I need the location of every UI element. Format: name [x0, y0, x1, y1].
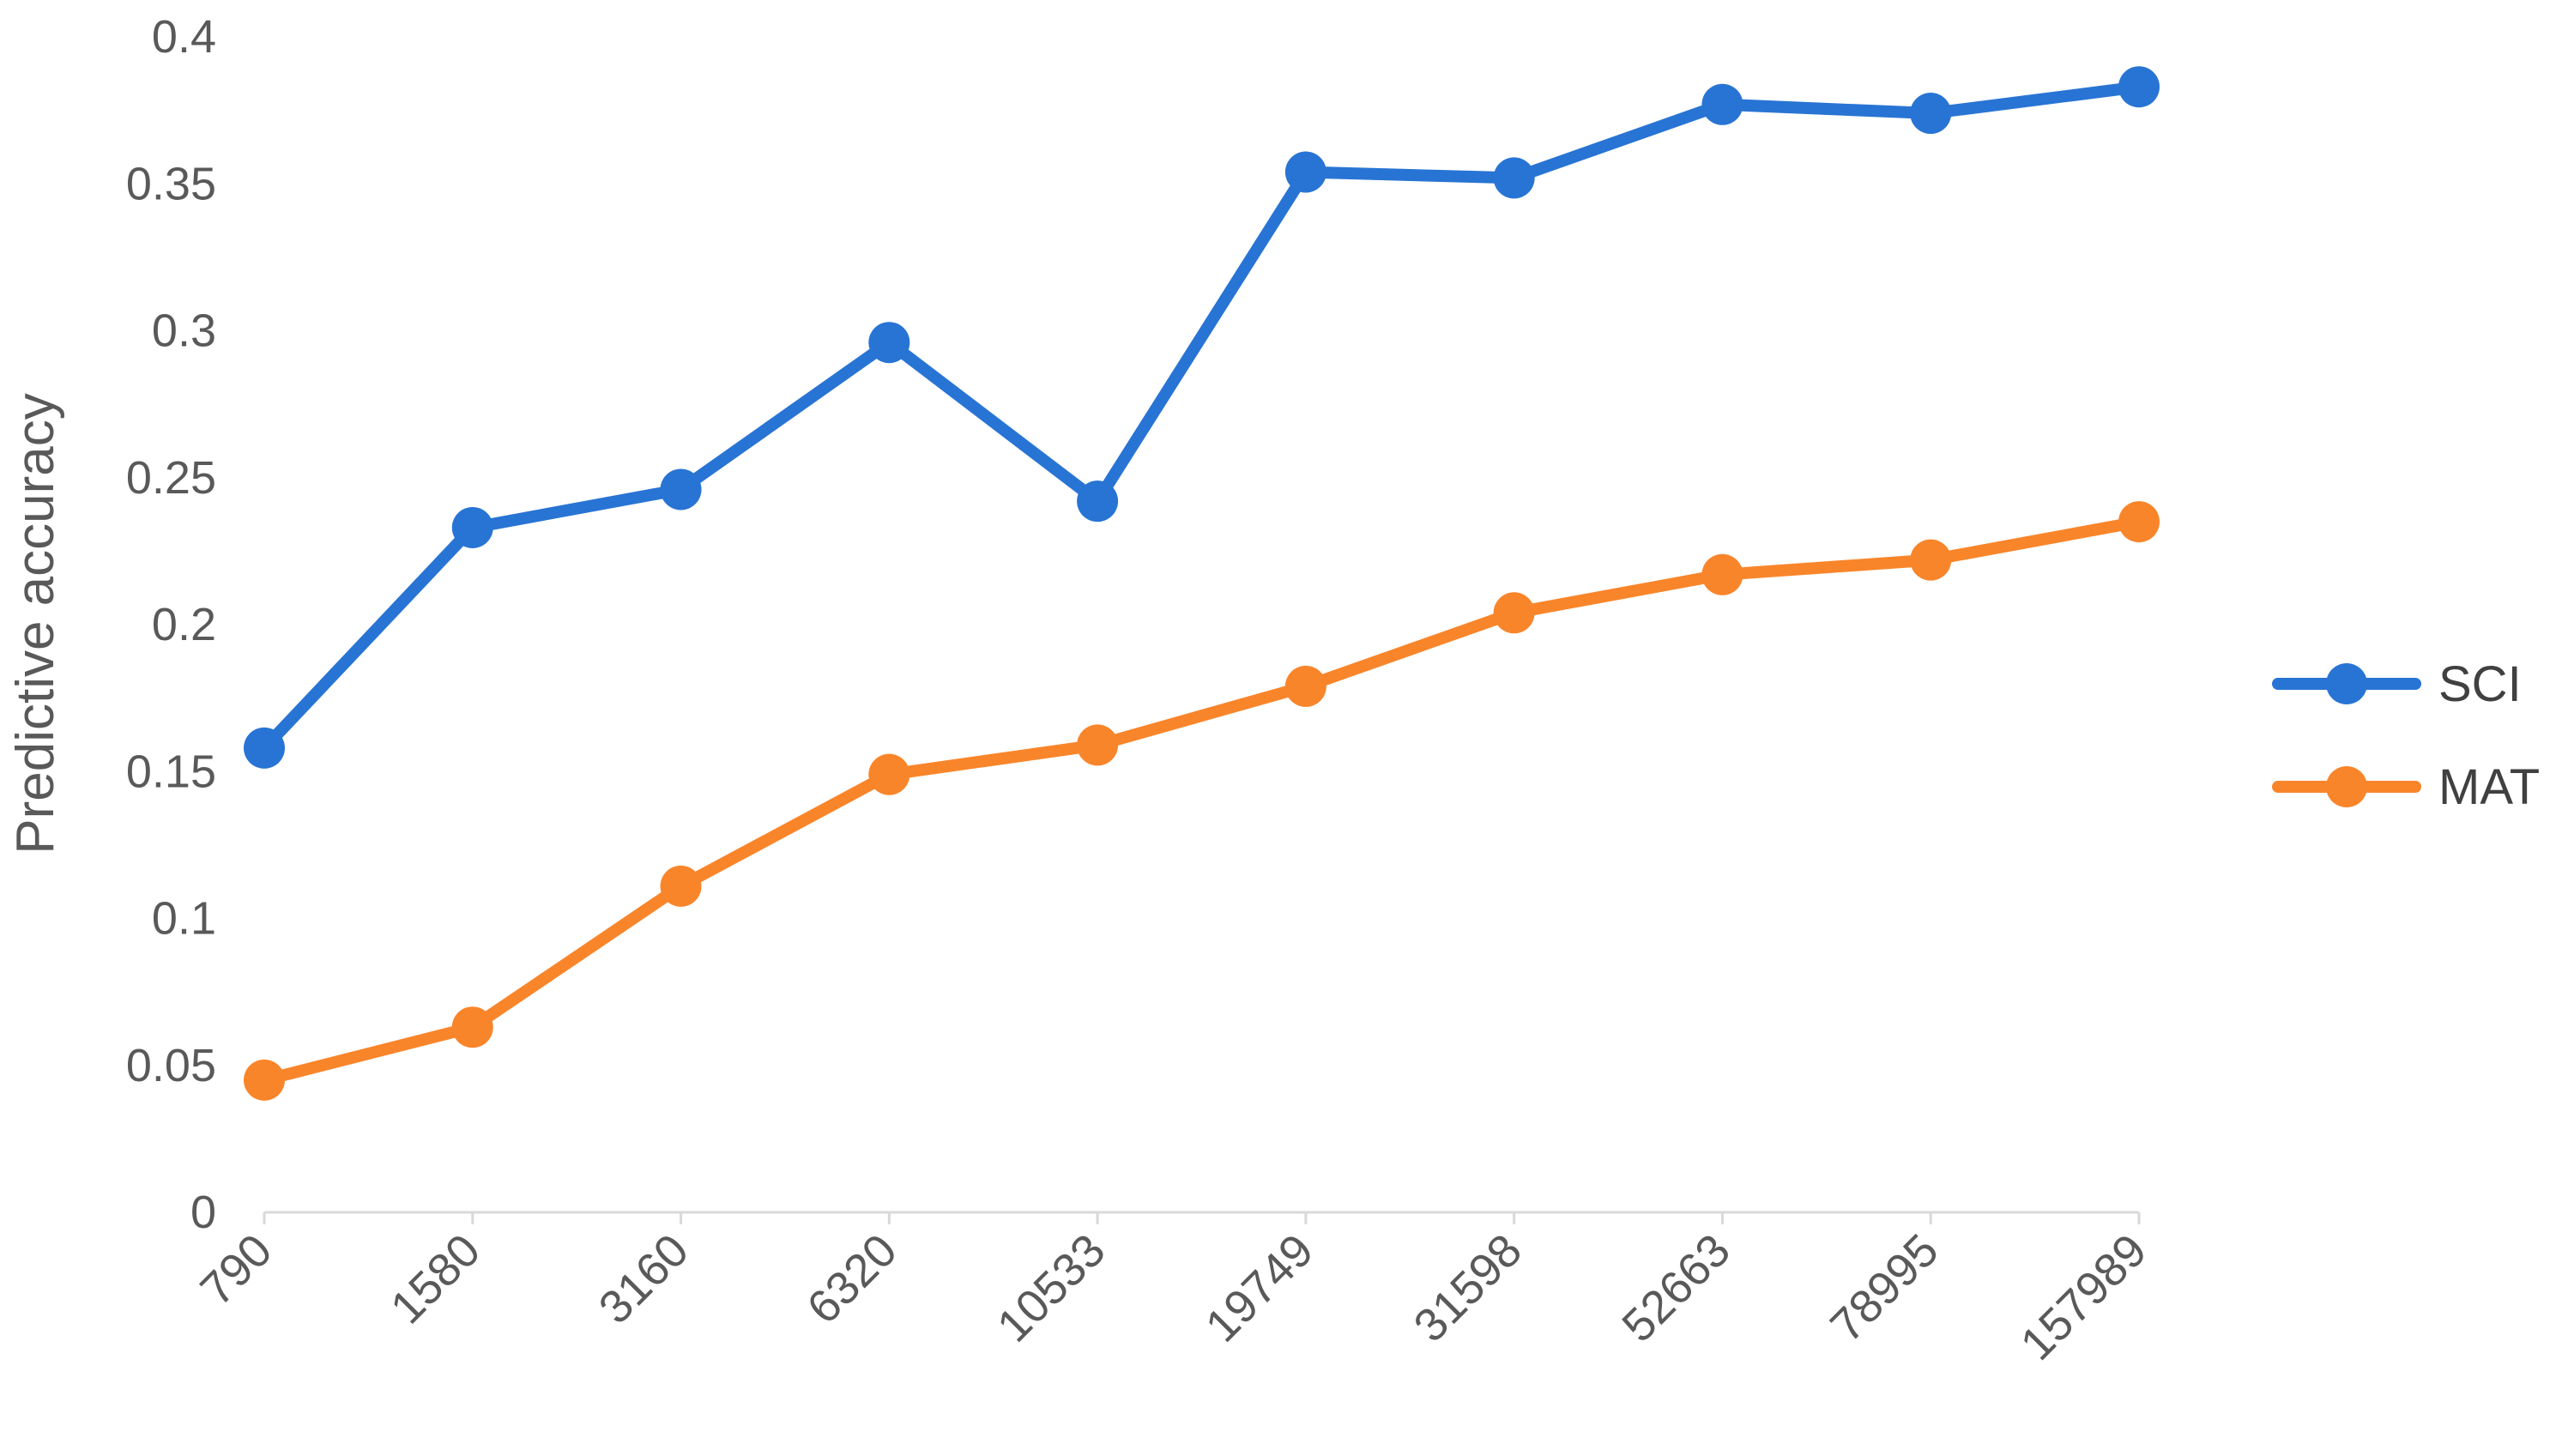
y-tick-label: 0.2	[152, 599, 216, 650]
sci-data-point	[1701, 83, 1743, 125]
y-axis-tick-labels: 0 0.05 0.1 0.15 0.2 0.25 0.3 0.35 0.4	[126, 11, 216, 1238]
sci-data-point	[1493, 157, 1535, 199]
legend-item-sci: SCI	[2272, 656, 2522, 712]
sci-data-point	[1284, 151, 1326, 193]
legend-item-mat: MAT	[2272, 759, 2540, 815]
sci-series-line	[258, 81, 2145, 754]
y-tick-label: 0.15	[126, 746, 216, 797]
legend: SCI MAT	[2272, 656, 2540, 815]
y-axis-title: Predictive accuracy	[6, 393, 65, 855]
sci-data-point	[2118, 66, 2160, 108]
y-tick-label: 0.35	[126, 158, 216, 209]
mat-data-point	[1910, 539, 1952, 581]
y-tick-label: 0.05	[126, 1040, 216, 1091]
mat-series	[244, 501, 2160, 1101]
x-tick-label: 1580	[381, 1224, 490, 1333]
sci-series	[244, 66, 2160, 769]
mat-data-point	[868, 753, 910, 795]
x-tick-label: 6320	[797, 1224, 906, 1333]
sci-data-point	[451, 506, 493, 548]
sci-data-point	[1077, 480, 1119, 523]
sci-data-point	[244, 727, 285, 769]
x-tick-label: 19749	[1196, 1224, 1324, 1352]
y-tick-label: 0.1	[152, 893, 216, 945]
series-layer	[244, 66, 2160, 1101]
y-tick-label: 0.3	[152, 305, 216, 357]
mat-data-point	[660, 865, 702, 907]
x-tick-label: 3160	[589, 1224, 698, 1333]
x-tick-label: 10533	[988, 1224, 1115, 1352]
legend-swatch-marker	[2326, 766, 2367, 807]
mat-data-point	[1077, 724, 1119, 766]
mat-data-point	[1493, 592, 1535, 634]
legend-label: MAT	[2438, 759, 2540, 815]
x-tick-label: 78995	[1821, 1224, 1949, 1352]
x-tick-label: 31598	[1405, 1224, 1532, 1352]
y-tick-label: 0.25	[126, 452, 216, 504]
sci-data-point	[660, 468, 702, 511]
legend-label: SCI	[2438, 656, 2522, 712]
x-tick-label: 52663	[1612, 1224, 1740, 1352]
sci-data-point	[1910, 93, 1952, 135]
mat-data-point	[451, 1006, 493, 1048]
mat-data-point	[2118, 501, 2160, 543]
y-tick-label: 0.4	[152, 11, 216, 63]
mat-series-line	[258, 516, 2145, 1086]
mat-data-point	[1284, 665, 1326, 707]
mat-data-point	[244, 1059, 285, 1101]
y-tick-label: 0	[190, 1187, 216, 1238]
mat-data-point	[1701, 553, 1743, 595]
legend-swatch-marker	[2326, 663, 2367, 704]
x-axis-ticks: 790 1580 3160 6320 10533 19749 31598 52663 78995…	[190, 1212, 2156, 1370]
x-tick-label: 157989	[2011, 1224, 2157, 1370]
sci-data-point	[868, 322, 910, 364]
